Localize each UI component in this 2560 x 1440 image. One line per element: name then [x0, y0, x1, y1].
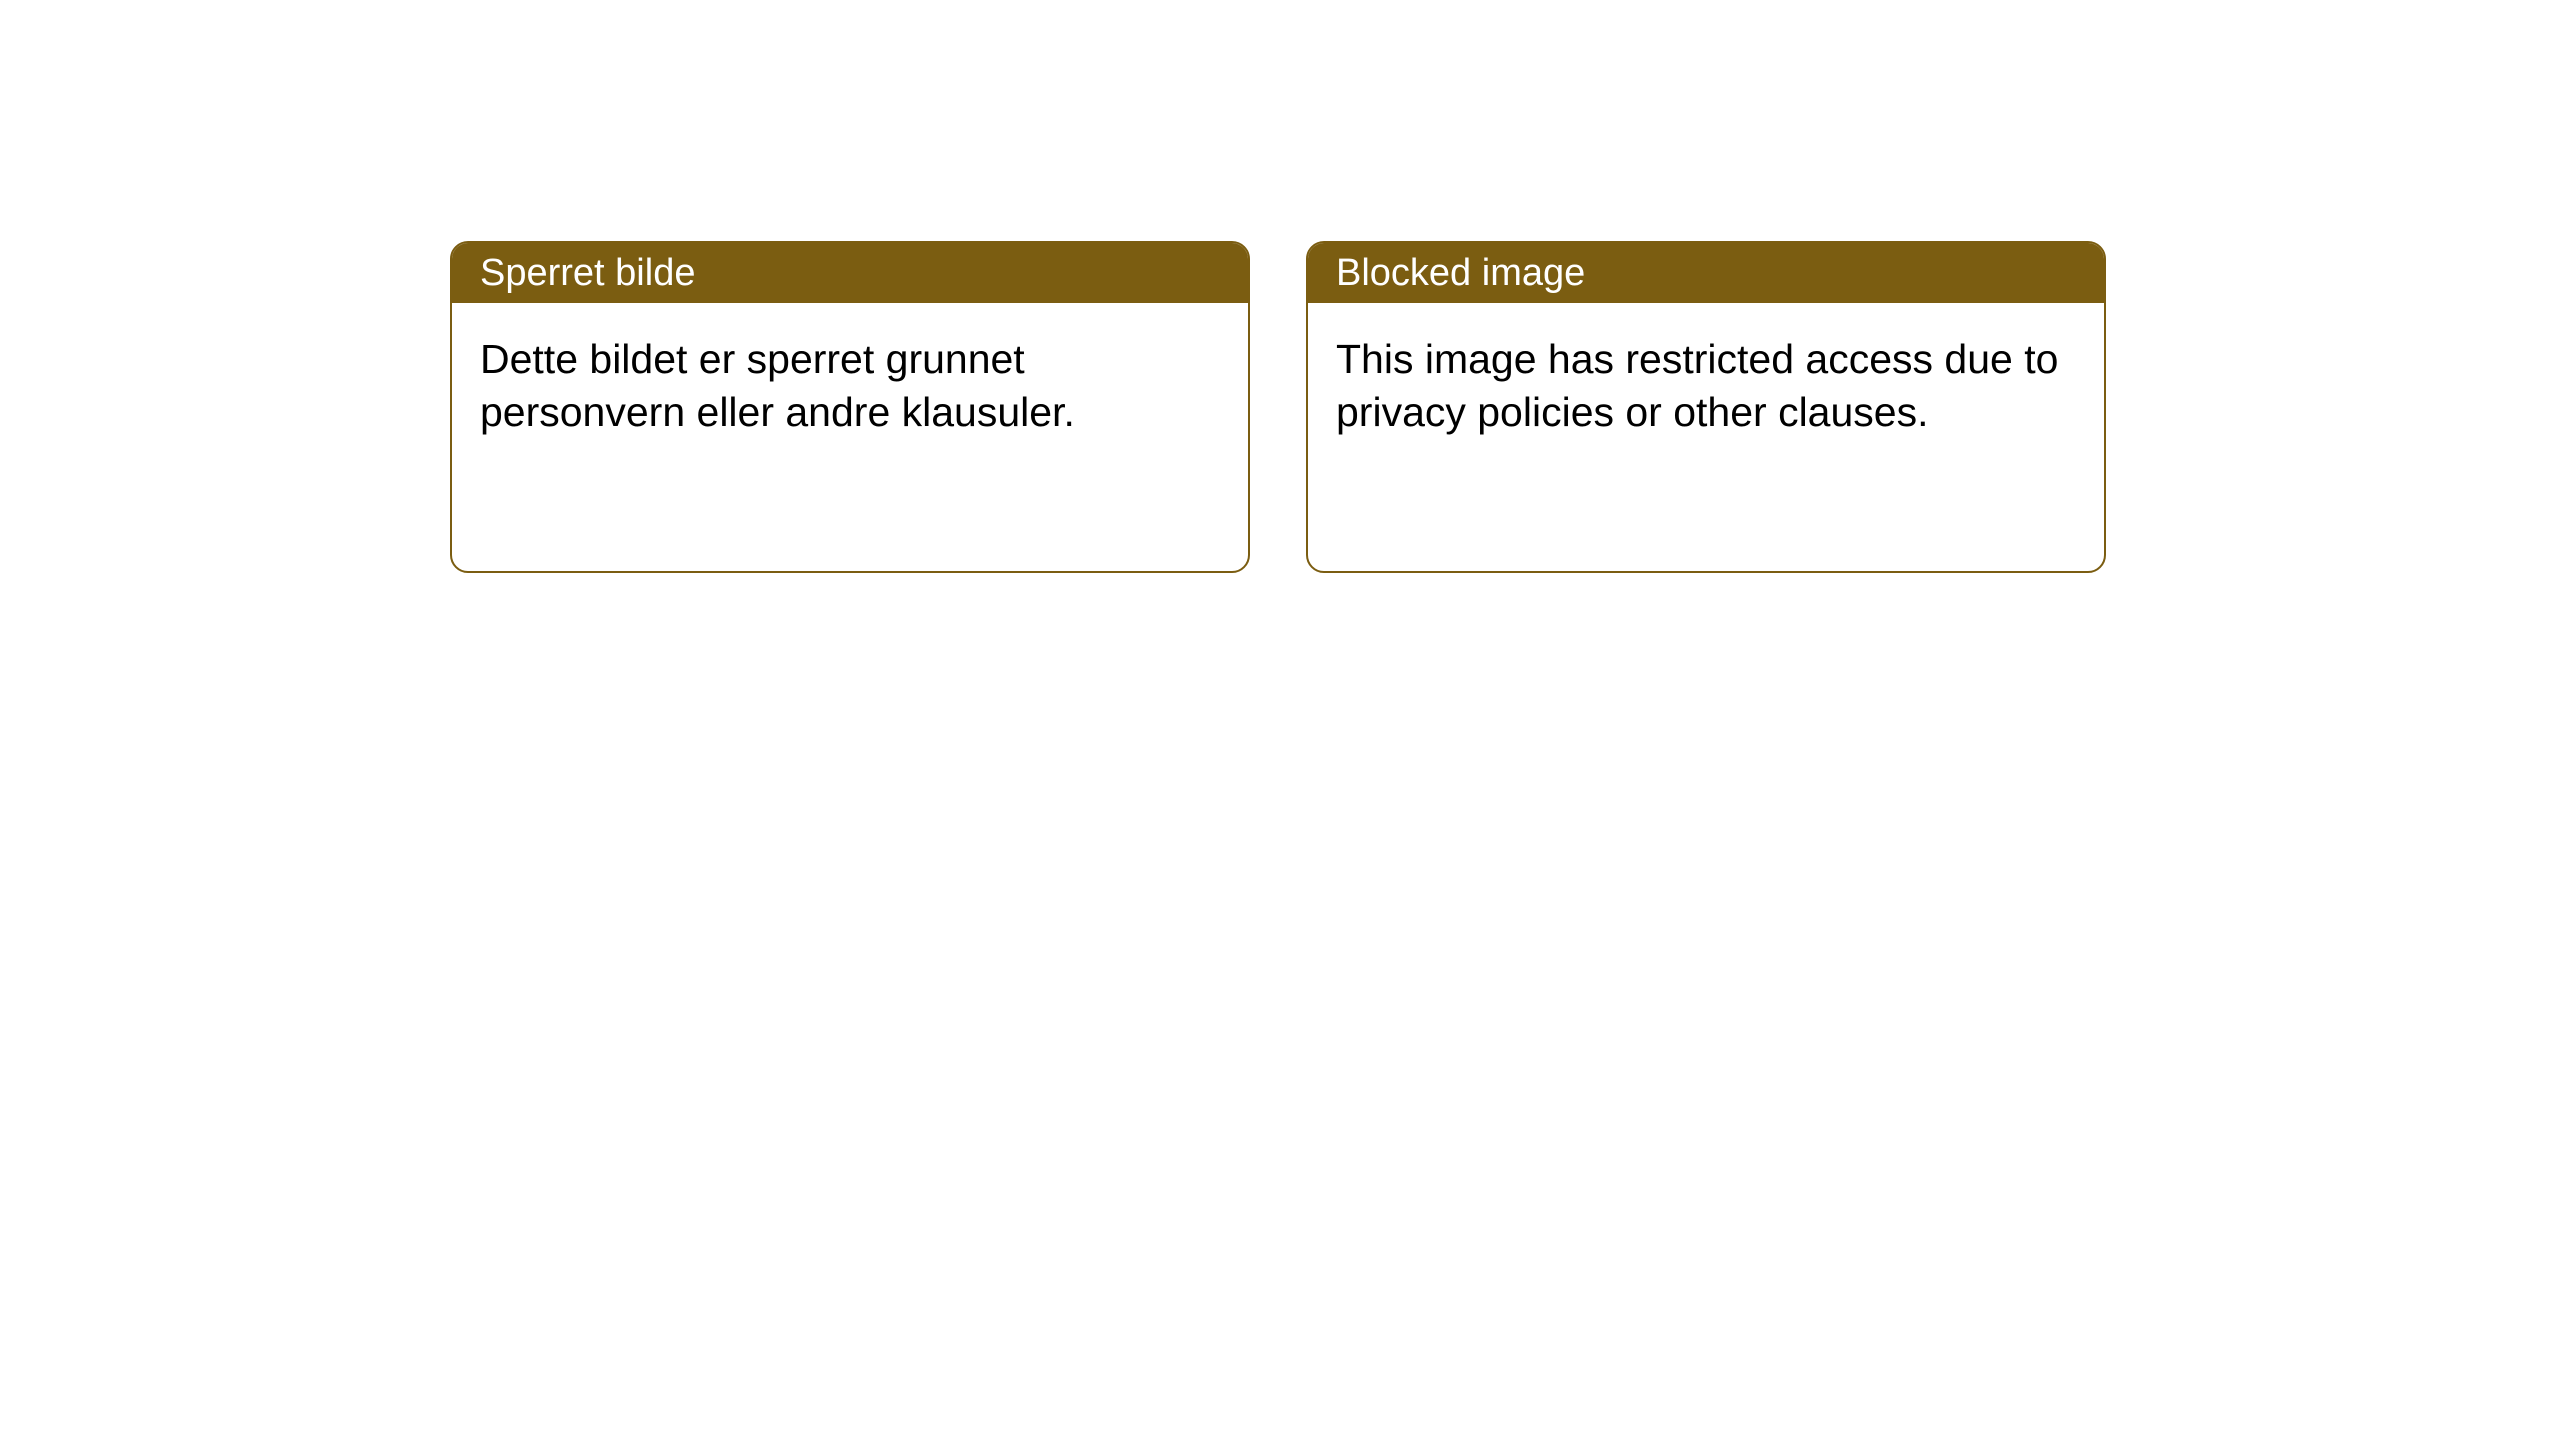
card-body-text: This image has restricted access due to … [1336, 336, 2058, 435]
notice-cards-container: Sperret bilde Dette bildet er sperret gr… [450, 241, 2106, 573]
card-body-text: Dette bildet er sperret grunnet personve… [480, 336, 1075, 435]
notice-card-norwegian: Sperret bilde Dette bildet er sperret gr… [450, 241, 1250, 573]
card-header: Sperret bilde [452, 243, 1248, 303]
card-body: Dette bildet er sperret grunnet personve… [452, 303, 1248, 470]
card-body: This image has restricted access due to … [1308, 303, 2104, 470]
card-title: Sperret bilde [480, 252, 695, 295]
card-header: Blocked image [1308, 243, 2104, 303]
card-title: Blocked image [1336, 252, 1585, 295]
notice-card-english: Blocked image This image has restricted … [1306, 241, 2106, 573]
